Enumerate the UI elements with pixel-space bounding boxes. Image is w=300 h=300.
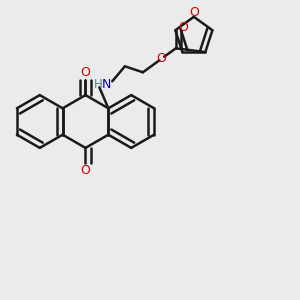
Text: O: O bbox=[81, 164, 90, 177]
Text: N: N bbox=[102, 78, 112, 91]
Text: O: O bbox=[157, 52, 166, 65]
Text: O: O bbox=[178, 21, 188, 34]
Text: O: O bbox=[81, 66, 90, 79]
Text: H: H bbox=[94, 78, 102, 91]
Text: O: O bbox=[189, 6, 199, 19]
